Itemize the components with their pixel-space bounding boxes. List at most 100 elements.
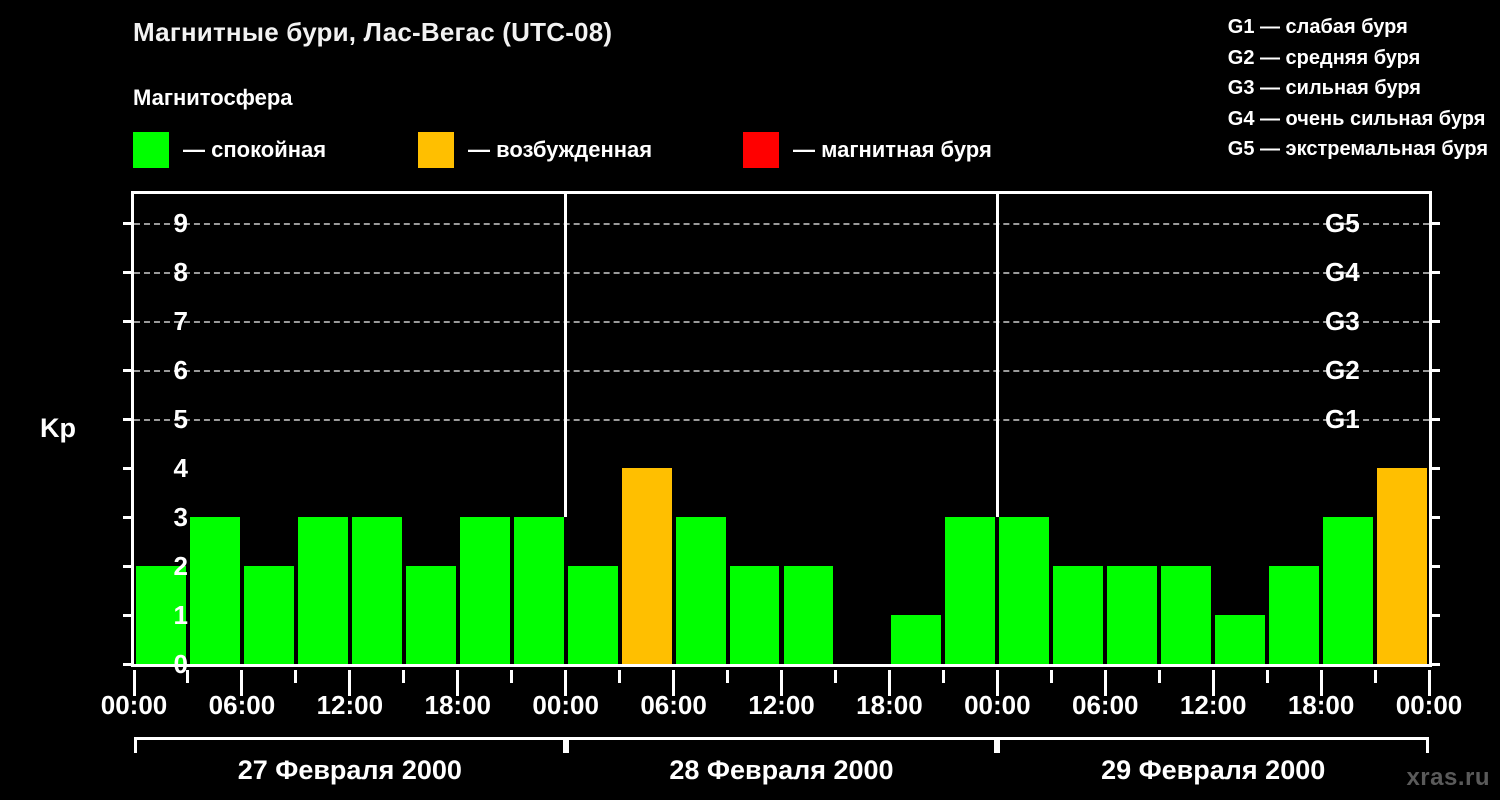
- y-tick-right-8: [1429, 270, 1440, 274]
- g-axis-label-g4: G4: [1325, 257, 1360, 288]
- y-tick-9: [123, 221, 134, 225]
- y-axis-label-6: 6: [173, 355, 188, 386]
- y-axis-label-9: 9: [173, 208, 188, 239]
- gridline-kp-9: [134, 223, 1429, 226]
- g-axis-label-g5: G5: [1325, 208, 1360, 239]
- y-axis-label-2: 2: [173, 551, 188, 582]
- bar: [243, 566, 294, 664]
- legend-label-unsettled: — возбужденная: [468, 137, 653, 162]
- x-tick-minor: [941, 670, 945, 683]
- bar: [729, 566, 780, 664]
- x-tick-major: [132, 670, 136, 696]
- y-tick-2: [123, 564, 134, 568]
- y-axis-label-1: 1: [173, 600, 188, 631]
- y-axis-label-0: 0: [173, 649, 188, 679]
- y-tick-1: [123, 613, 134, 617]
- g-axis-label-g2: G2: [1325, 355, 1360, 386]
- g-scale-line-g5: G5 — экстремальная буря: [1227, 138, 1488, 160]
- legend-item-storm: — магнитная буря: [743, 132, 992, 168]
- bar: [136, 566, 186, 664]
- bar: [675, 517, 726, 664]
- x-axis-label-2: 12:00: [316, 690, 384, 720]
- bar: [945, 517, 996, 664]
- bar: [1323, 517, 1374, 664]
- y-axis-label-5: 5: [173, 404, 188, 435]
- x-tick-minor: [1265, 670, 1269, 683]
- bar: [621, 468, 672, 664]
- x-tick-major: [1103, 670, 1107, 696]
- bar: [999, 517, 1050, 664]
- x-tick-minor: [1049, 670, 1053, 683]
- section-subtitle: Магнитосфера: [133, 85, 293, 110]
- y-tick-right-0: [1429, 662, 1440, 666]
- x-axis-label-12: 00:00: [1395, 690, 1463, 720]
- y-tick-right-3: [1429, 515, 1440, 519]
- page-title: Магнитные бури, Лас-Вегас (UTC-08): [133, 17, 613, 47]
- x-tick-major: [672, 670, 676, 696]
- y-axis-label-8: 8: [173, 257, 188, 288]
- g-scale-line-g3: G3 — сильная буря: [1227, 77, 1421, 99]
- bar: [297, 517, 348, 664]
- x-axis-label-5: 06:00: [640, 690, 707, 720]
- y-tick-6: [123, 368, 134, 372]
- x-tick-minor: [294, 670, 298, 683]
- day-bracket-2: [565, 737, 998, 753]
- day-divider: [995, 194, 999, 518]
- bar: [189, 517, 240, 664]
- x-tick-major: [564, 670, 568, 696]
- legend: — спокойная — возбужденная — магнитная б…: [133, 132, 992, 168]
- x-tick-minor: [618, 670, 622, 683]
- y-tick-5: [123, 417, 134, 421]
- x-axis-label-8: 00:00: [964, 690, 1031, 720]
- y-tick-3: [123, 515, 134, 519]
- plot-area: [123, 191, 1440, 667]
- bar: [1053, 566, 1104, 664]
- bar: [891, 615, 942, 664]
- bar: [351, 517, 402, 664]
- y-tick-right-4: [1429, 466, 1440, 470]
- g-axis-label-g1: G1: [1325, 404, 1360, 435]
- g-scale-line-g1: G1 — слабая буря: [1227, 16, 1408, 38]
- bar: [513, 517, 564, 664]
- x-tick-minor: [833, 670, 837, 683]
- y-tick-right-5: [1429, 417, 1440, 421]
- g-scale-line-g4: G4 — очень сильная буря: [1227, 107, 1486, 130]
- legend-item-unsettled: — возбужденная: [418, 132, 743, 168]
- legend-item-quiet: — спокойная: [133, 132, 418, 168]
- green-square-icon: [133, 132, 169, 168]
- y-tick-0: [123, 662, 134, 666]
- x-axis-label-10: 12:00: [1179, 690, 1247, 720]
- g-axis-label-g3: G3: [1325, 306, 1360, 337]
- gridline-kp-6: [134, 370, 1429, 373]
- bar: [1161, 566, 1212, 664]
- x-tick-major: [456, 670, 460, 696]
- bar: [1107, 566, 1158, 664]
- day-divider: [564, 194, 568, 518]
- x-tick-minor: [1157, 670, 1161, 683]
- day-label-1: 27 Февраля 2000: [237, 755, 462, 785]
- bar: [459, 517, 510, 664]
- y-tick-right-7: [1429, 319, 1440, 323]
- plot-inner: [123, 194, 1440, 666]
- x-tick-minor: [402, 670, 406, 683]
- red-square-icon: [743, 132, 779, 168]
- gridline-kp-8: [134, 272, 1429, 275]
- x-tick-minor: [510, 670, 514, 683]
- x-tick-major: [995, 670, 999, 696]
- x-axis-label-6: 12:00: [748, 690, 815, 720]
- x-tick-major: [1319, 670, 1323, 696]
- x-tick-major: [348, 670, 352, 696]
- x-axis-label-11: 18:00: [1287, 690, 1355, 720]
- y-tick-right-9: [1429, 221, 1440, 225]
- y-tick-4: [123, 466, 134, 470]
- g-scale-line-g2: G2 — средняя буря: [1227, 46, 1421, 69]
- day-label-2: 28 Февраля 2000: [669, 755, 894, 785]
- day-label-3: 29 Февраля 2000: [1101, 755, 1326, 785]
- x-axis-label-4: 00:00: [532, 690, 599, 720]
- g-scale-legend: G1 — слабая буря G2 — средняя буря G3 — …: [1228, 12, 1488, 165]
- day-bracket-1: [134, 737, 566, 753]
- x-tick-major: [1211, 670, 1215, 696]
- watermark: xras.ru: [1406, 764, 1490, 791]
- y-axis-label-4: 4: [173, 453, 188, 484]
